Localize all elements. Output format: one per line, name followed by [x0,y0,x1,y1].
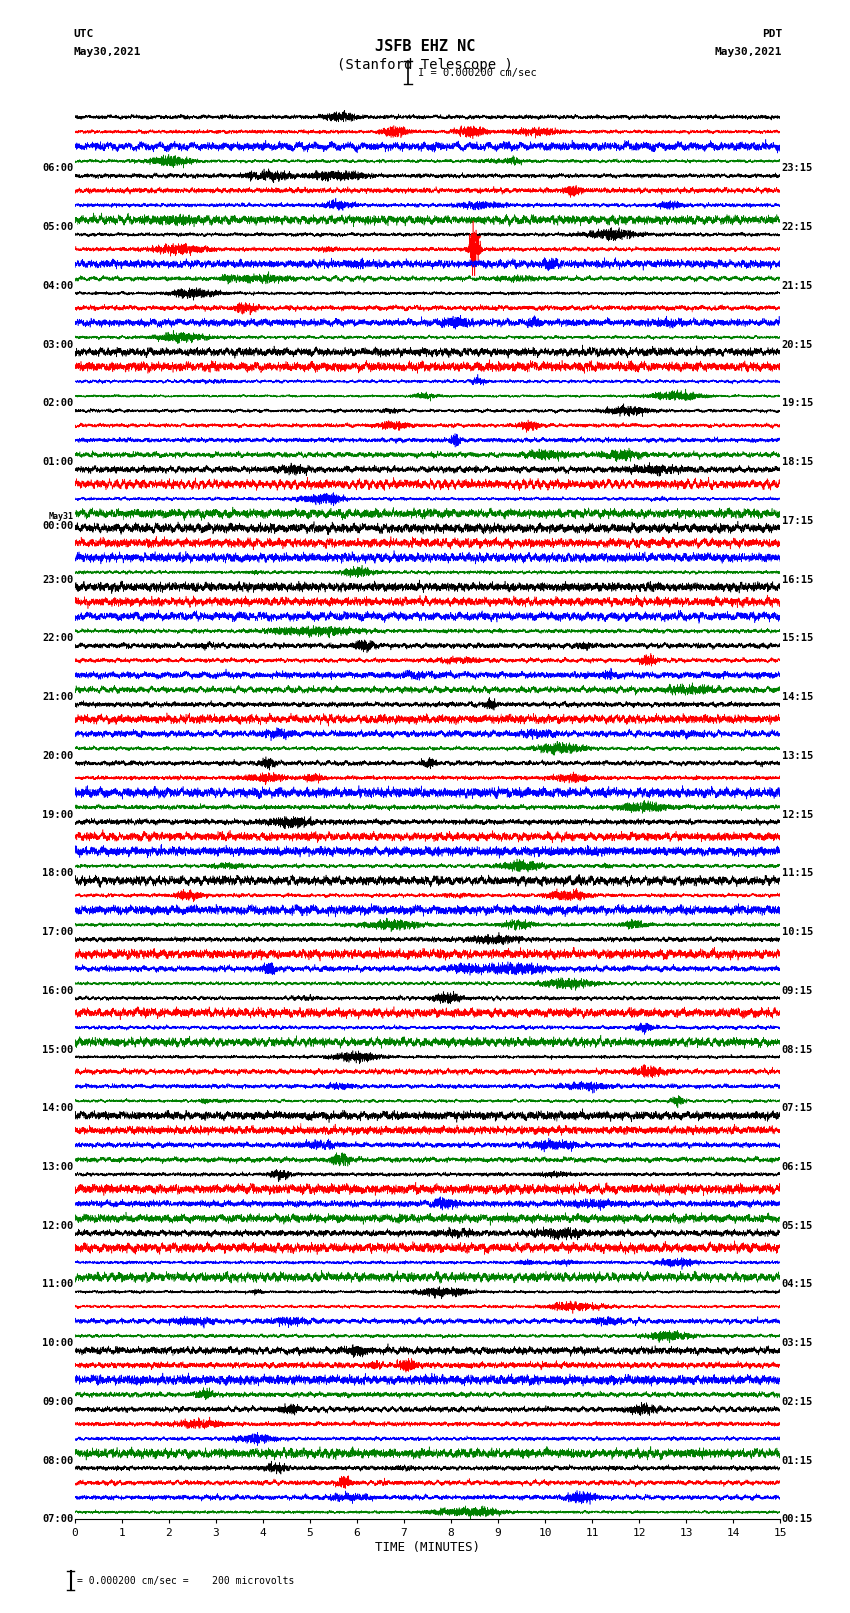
Text: 07:00: 07:00 [42,1515,73,1524]
Text: 23:00: 23:00 [42,574,73,584]
Text: 19:15: 19:15 [782,398,813,408]
Text: 01:15: 01:15 [782,1455,813,1466]
Text: 04:00: 04:00 [42,281,73,290]
Text: 15:15: 15:15 [782,634,813,644]
Text: 20:15: 20:15 [782,340,813,350]
Text: 05:00: 05:00 [42,223,73,232]
Text: May30,2021: May30,2021 [73,47,140,56]
Text: 08:15: 08:15 [782,1045,813,1055]
Text: 18:00: 18:00 [42,868,73,879]
Text: 07:15: 07:15 [782,1103,813,1113]
Text: I = 0.000200 cm/sec: I = 0.000200 cm/sec [418,68,537,77]
Text: 03:15: 03:15 [782,1339,813,1348]
Text: 03:00: 03:00 [42,340,73,350]
Text: May30,2021: May30,2021 [715,47,782,56]
Text: 10:00: 10:00 [42,1339,73,1348]
Text: 09:00: 09:00 [42,1397,73,1407]
Text: 00:15: 00:15 [782,1515,813,1524]
Text: 16:00: 16:00 [42,986,73,995]
Text: 12:00: 12:00 [42,1221,73,1231]
Text: 18:15: 18:15 [782,456,813,468]
Text: 16:15: 16:15 [782,574,813,584]
Text: 04:15: 04:15 [782,1279,813,1289]
Text: 23:15: 23:15 [782,163,813,174]
Text: 14:15: 14:15 [782,692,813,702]
Text: May31: May31 [48,511,73,521]
Text: 21:15: 21:15 [782,281,813,290]
Text: 09:15: 09:15 [782,986,813,995]
Text: = 0.000200 cm/sec =    200 microvolts: = 0.000200 cm/sec = 200 microvolts [77,1576,295,1586]
Text: 02:15: 02:15 [782,1397,813,1407]
Text: 00:00: 00:00 [42,521,73,531]
Text: 08:00: 08:00 [42,1455,73,1466]
Text: 17:00: 17:00 [42,927,73,937]
Text: JSFB EHZ NC: JSFB EHZ NC [375,39,475,53]
Text: 10:15: 10:15 [782,927,813,937]
X-axis label: TIME (MINUTES): TIME (MINUTES) [375,1542,480,1555]
Text: UTC: UTC [73,29,94,39]
Text: PDT: PDT [762,29,782,39]
Text: 13:15: 13:15 [782,750,813,761]
Text: 17:15: 17:15 [782,516,813,526]
Text: 06:15: 06:15 [782,1161,813,1173]
Text: 20:00: 20:00 [42,750,73,761]
Text: 02:00: 02:00 [42,398,73,408]
Text: 19:00: 19:00 [42,810,73,819]
Text: 15:00: 15:00 [42,1045,73,1055]
Text: 22:15: 22:15 [782,223,813,232]
Text: 21:00: 21:00 [42,692,73,702]
Text: 06:00: 06:00 [42,163,73,174]
Text: 22:00: 22:00 [42,634,73,644]
Text: 01:00: 01:00 [42,456,73,468]
Text: 13:00: 13:00 [42,1161,73,1173]
Text: 12:15: 12:15 [782,810,813,819]
Text: 14:00: 14:00 [42,1103,73,1113]
Text: 05:15: 05:15 [782,1221,813,1231]
Text: 11:00: 11:00 [42,1279,73,1289]
Text: 11:15: 11:15 [782,868,813,879]
Text: (Stanford Telescope ): (Stanford Telescope ) [337,58,513,73]
